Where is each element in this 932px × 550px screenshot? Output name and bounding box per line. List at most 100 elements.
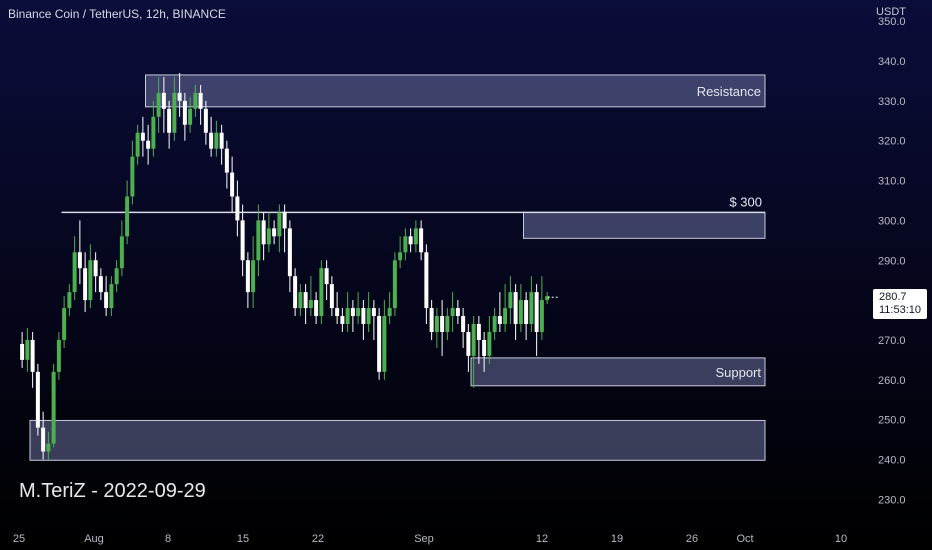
symbol-label: Binance Coin / TetherUS, 12h, BINANCE xyxy=(8,7,226,21)
candle xyxy=(151,100,156,157)
time-tick: 8 xyxy=(165,533,171,545)
candle xyxy=(67,284,72,317)
candle xyxy=(471,316,476,388)
candle xyxy=(240,204,245,277)
zone-box-3 xyxy=(29,419,766,461)
price-tick: 300.0 xyxy=(878,215,906,227)
zone-label-2: Support xyxy=(715,365,761,380)
candle xyxy=(235,180,240,237)
time-tick: Aug xyxy=(84,533,104,545)
candle xyxy=(356,292,361,325)
candle xyxy=(413,220,418,253)
candle xyxy=(434,308,439,348)
candle xyxy=(529,276,534,332)
candle xyxy=(335,292,340,325)
candle xyxy=(424,244,429,325)
price-tick: 240.0 xyxy=(878,455,906,467)
candle xyxy=(319,260,324,325)
price-tick: 260.0 xyxy=(878,375,906,387)
candle xyxy=(377,308,382,380)
level-line-label: $ 300 xyxy=(729,194,762,209)
candle xyxy=(503,284,508,332)
candle xyxy=(497,292,502,332)
price-tick: 230.0 xyxy=(878,494,906,506)
price-tick: 330.0 xyxy=(878,96,906,108)
candle xyxy=(46,431,51,460)
time-tick: Oct xyxy=(736,533,753,545)
candle xyxy=(487,316,492,364)
candle xyxy=(51,363,56,448)
candle xyxy=(256,204,261,277)
candle xyxy=(403,228,408,261)
candle xyxy=(209,116,214,157)
candle xyxy=(518,284,523,332)
price-tick: 290.0 xyxy=(878,255,906,267)
candle xyxy=(350,300,355,332)
candle xyxy=(172,76,177,141)
zone-box-2 xyxy=(470,357,766,387)
candle xyxy=(492,308,497,340)
candle xyxy=(440,300,445,356)
candle xyxy=(340,308,345,332)
candle xyxy=(314,292,319,325)
zone-label-0: Resistance xyxy=(697,84,761,99)
candle xyxy=(466,324,471,372)
candle xyxy=(392,252,397,317)
candle xyxy=(56,331,61,380)
candle xyxy=(230,156,235,213)
candle xyxy=(245,252,250,309)
time-tick: 10 xyxy=(835,533,847,545)
candle xyxy=(203,100,208,145)
candle xyxy=(455,300,460,325)
candle xyxy=(188,96,193,133)
candle xyxy=(282,204,287,253)
candle xyxy=(366,292,371,332)
candle xyxy=(298,284,303,317)
candle xyxy=(272,220,277,245)
candle xyxy=(429,300,434,340)
candle xyxy=(419,220,424,261)
candle xyxy=(72,236,77,301)
candle xyxy=(303,284,308,325)
candle xyxy=(461,308,466,348)
candle xyxy=(277,204,282,253)
candle xyxy=(371,300,376,340)
author-watermark: M.TeriZ - 2022-09-29 xyxy=(19,480,206,502)
candle xyxy=(261,212,266,261)
candle xyxy=(219,124,224,165)
candle xyxy=(450,292,455,332)
candle xyxy=(445,308,450,340)
time-tick: Sep xyxy=(414,533,434,545)
time-tick: 26 xyxy=(686,533,698,545)
time-tick: 15 xyxy=(237,533,249,545)
price-tick: 310.0 xyxy=(878,176,906,188)
candle xyxy=(482,331,487,372)
candle xyxy=(77,220,82,285)
candle xyxy=(398,236,403,269)
price-axis: 230.0240.0250.0260.0270.0280.0290.0300.0… xyxy=(878,16,906,506)
candle xyxy=(114,260,119,293)
price-tick: 320.0 xyxy=(878,136,906,148)
candle xyxy=(308,276,313,317)
candle xyxy=(156,76,161,133)
candle xyxy=(361,300,366,340)
zone-box-1 xyxy=(523,211,766,239)
price-tick: 250.0 xyxy=(878,415,906,427)
candle xyxy=(266,212,271,253)
candle xyxy=(109,276,114,317)
last-price: 280.7 xyxy=(879,291,907,303)
candle xyxy=(93,252,98,293)
level-line-layer: $ 300 xyxy=(61,194,765,214)
candles-layer xyxy=(20,72,560,460)
candle xyxy=(177,72,182,117)
time-tick: 12 xyxy=(536,533,548,545)
candle xyxy=(25,327,30,372)
currency-label: USDT xyxy=(876,6,906,18)
candle xyxy=(387,292,392,325)
candle xyxy=(198,84,203,125)
candle xyxy=(539,276,544,340)
candle xyxy=(476,316,481,364)
candle xyxy=(287,220,292,293)
